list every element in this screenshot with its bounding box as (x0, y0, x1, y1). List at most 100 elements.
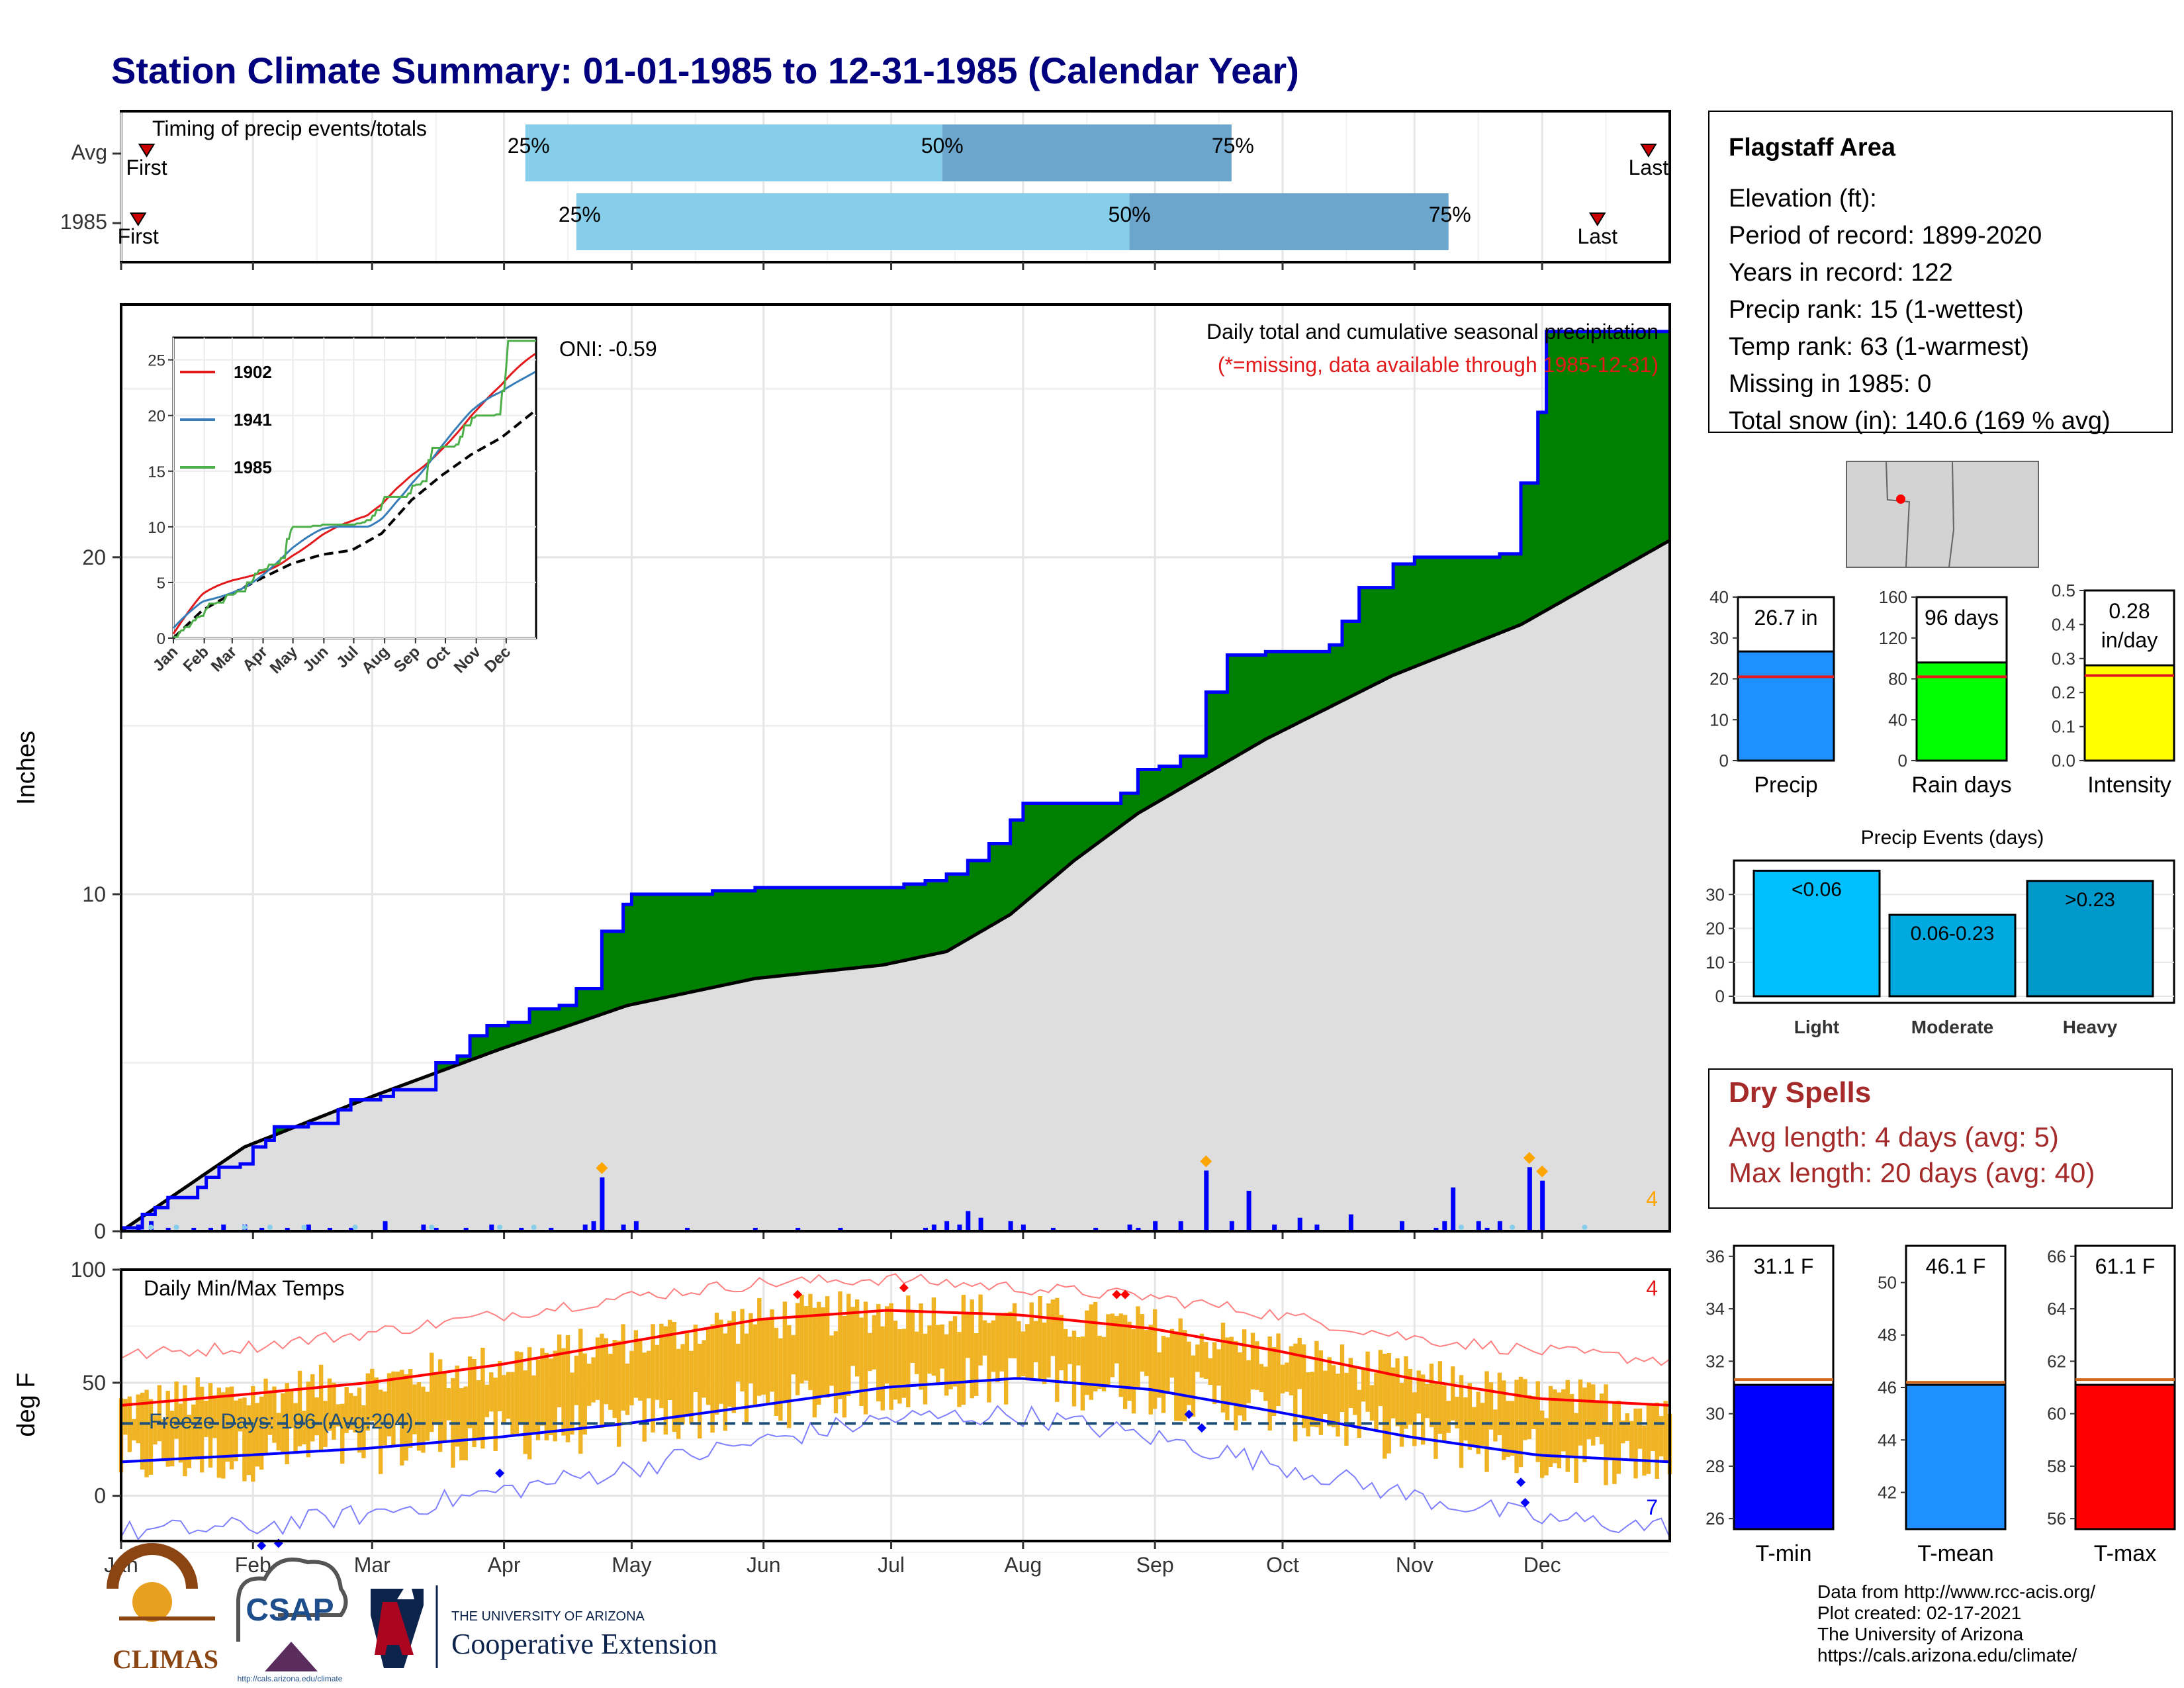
temp-y-tick-label: 50 (82, 1371, 106, 1395)
temp-daily-bar (799, 1295, 804, 1383)
temp-daily-bar (765, 1317, 770, 1404)
map-region-east (1948, 461, 2039, 568)
temp-daily-bar (761, 1320, 766, 1395)
temp-daily-bar (204, 1400, 208, 1437)
temp-daily-bar (1161, 1336, 1166, 1413)
temp-daily-bar (348, 1393, 353, 1430)
temp-daily-bar (1118, 1313, 1123, 1397)
temp-daily-bar (1157, 1352, 1161, 1398)
temp-daily-bar (1527, 1395, 1532, 1440)
ua-logo: THE UNIVERSITY OF ARIZONA Cooperative Ex… (371, 1585, 717, 1668)
temp-daily-bar (1046, 1303, 1051, 1378)
temp-daily-bar (1433, 1381, 1438, 1459)
temp-daily-bar (1033, 1321, 1038, 1362)
daily-precip-bar (582, 1224, 588, 1231)
temp-daily-bar (480, 1347, 485, 1449)
temp-daily-bar (387, 1373, 392, 1436)
temp-stat-t-mean-y-tick-label: 46 (1878, 1378, 1897, 1397)
temp-daily-bar (357, 1387, 362, 1453)
stat-intensity-y-tick-label: 0.4 (2052, 614, 2075, 634)
climas-logo-sun (132, 1582, 172, 1622)
temp-daily-bar (795, 1303, 800, 1395)
inset-y-tick-label: 10 (148, 519, 165, 537)
temp-daily-bar (1472, 1407, 1477, 1445)
daily-precip-bar (208, 1227, 213, 1231)
month-tick-label: Apr (488, 1553, 521, 1577)
avg-min-line (120, 1377, 1670, 1464)
temp-daily-bar (1604, 1384, 1608, 1485)
daily-precip-bar (957, 1224, 962, 1231)
temp-daily-bar (952, 1316, 958, 1387)
record-high-marker (899, 1283, 909, 1293)
temp-daily-bar (1599, 1393, 1604, 1444)
daily-precip-bar (285, 1227, 290, 1231)
temp-daily-bar (132, 1419, 136, 1440)
month-tick-label: Feb (235, 1553, 271, 1577)
temp-daily-bar (1199, 1333, 1205, 1378)
temp-daily-bar (1255, 1341, 1259, 1390)
snow-marker (173, 1225, 179, 1230)
temp-daily-bar (825, 1296, 830, 1398)
temp-daily-bar (476, 1380, 481, 1440)
temp-daily-bar (731, 1311, 736, 1413)
freeze-days-label: Freeze Days: 196 (Avg:204) (149, 1409, 414, 1433)
temp-daily-bar (263, 1378, 268, 1456)
temp-stat-t-mean-y-tick-label: 48 (1878, 1325, 1897, 1345)
temp-daily-bar (1101, 1336, 1107, 1391)
temp-daily-bar (595, 1337, 600, 1400)
temp-daily-bar (582, 1353, 587, 1435)
temp-daily-bar (591, 1357, 596, 1403)
stat-intensity-name: Intensity (2087, 773, 2171, 798)
temp-daily-bar (412, 1384, 417, 1434)
temp-daily-bar (1340, 1344, 1345, 1413)
temp-daily-bar (1463, 1397, 1468, 1441)
inset-line-1985 (173, 340, 536, 638)
temp-daily-bar (1216, 1349, 1221, 1386)
temp-daily-bar (310, 1374, 315, 1442)
month-tick-label: Nov (1396, 1553, 1433, 1577)
temp-daily-bar (1437, 1361, 1443, 1434)
stat-precip-name: Precip (1754, 773, 1817, 798)
temp-daily-bar (416, 1382, 422, 1451)
precip-events-chart: Precip Events (days) 0 10 20 30 <0.06 Light 0.… (1706, 827, 2175, 1037)
temp-daily-bar (1548, 1385, 1553, 1467)
temp-daily-bar (161, 1419, 166, 1462)
temp-daily-bar (212, 1395, 217, 1438)
record-low-marker (1516, 1477, 1525, 1487)
station-marker (1896, 494, 1905, 504)
stat-intensity-y-tick-label: 0.1 (2052, 717, 2075, 737)
daily-precip-bar (1050, 1227, 1056, 1231)
temp-daily-bar (169, 1411, 175, 1467)
timing-q50-label: 50% (921, 134, 964, 158)
daily-precip-bar (349, 1227, 354, 1231)
first-event-label: First (126, 156, 167, 179)
temp-daily-bar (1080, 1336, 1085, 1411)
temp-daily-bar (374, 1377, 379, 1429)
dry-spells-box: Dry Spells Avg length: 4 days (avg: 5) M… (1708, 1068, 2173, 1209)
temp-daily-bar (1361, 1368, 1366, 1402)
timing-panel: 25% 50% 75% First Last 25% 50% 75% First Last Tim… (60, 110, 1671, 270)
temp-daily-bar (1344, 1372, 1349, 1446)
temp-stat-t-max-y-tick-label: 64 (2047, 1299, 2066, 1319)
temp-daily-bar (1616, 1400, 1621, 1474)
temp-daily-bar (1242, 1329, 1247, 1421)
temp-daily-bar (1374, 1372, 1379, 1432)
temp-daily-bar (1293, 1343, 1298, 1442)
temp-daily-bar (1497, 1372, 1502, 1436)
temp-daily-bar (625, 1363, 630, 1415)
daily-precip-bar (221, 1224, 226, 1231)
temp-daily-bar (1267, 1336, 1272, 1431)
temp-daily-bar (519, 1352, 523, 1425)
temp-daily-bar (791, 1335, 796, 1375)
temp-daily-bar (863, 1301, 868, 1415)
temp-daily-bar (1523, 1379, 1527, 1440)
temp-daily-bar (616, 1340, 621, 1447)
footer-line: https://cals.arizona.edu/climate/ (1817, 1645, 2077, 1665)
temp-stat-t-mean-value-label: 46.1 F (1926, 1254, 1986, 1278)
temp-stat-t-mean-y-tick-label: 50 (1878, 1272, 1897, 1292)
temp-daily-bar (689, 1350, 694, 1425)
timing-bar-q25-q50 (576, 193, 1130, 250)
daily-precip-bar (328, 1227, 332, 1231)
temp-daily-bar (1115, 1315, 1119, 1364)
